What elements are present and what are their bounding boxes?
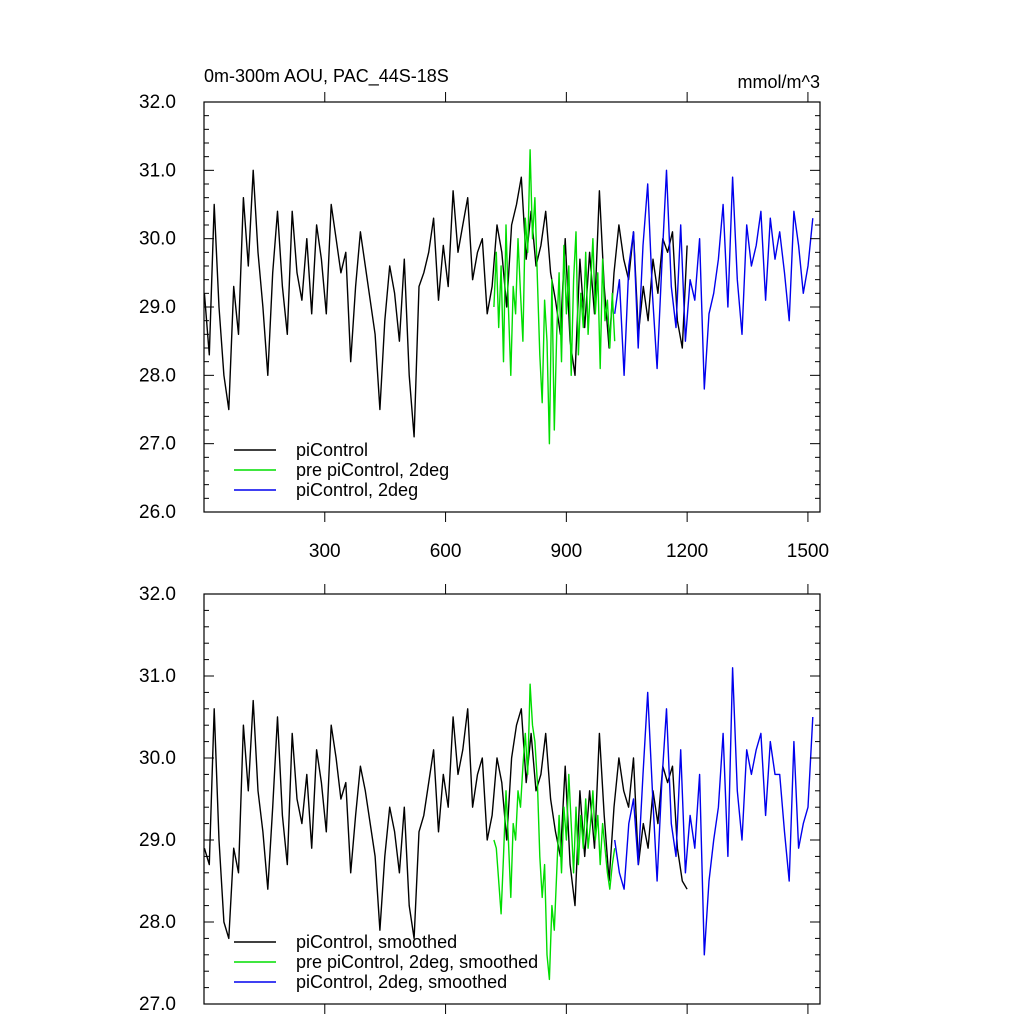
top-legend-label-1: piControl	[296, 440, 368, 460]
bottom-legend-label-1: piControl, smoothed	[296, 932, 457, 952]
top-xtick-label: 1500	[787, 541, 829, 562]
top-ytick-label: 29.0	[139, 297, 176, 318]
bottom-ytick-label: 27.0	[139, 994, 176, 1015]
top-ytick-label: 26.0	[139, 502, 176, 523]
top-xtick-label: 600	[430, 541, 462, 562]
top-series-layer	[203, 149, 814, 445]
top-legend-label-3: piControl, 2deg	[296, 480, 418, 500]
top-ytick-label: 30.0	[139, 229, 176, 250]
top-tick-layer: 26.0 27.0 28.0 29.0 30.0 31.0 32.0 300 600 900 120…	[139, 92, 829, 562]
top-series-line-3	[614, 169, 814, 390]
bottom-tick-layer: 27.0 28.0 29.0 30.0 31.0 32.0	[139, 584, 820, 1015]
top-xtick-label: 900	[551, 541, 583, 562]
bottom-series-line-1	[203, 699, 688, 940]
bottom-ytick-label: 28.0	[139, 912, 176, 933]
bottom-chart-panel: 27.0 28.0 29.0 30.0 31.0 32.0 piControl, smoo…	[139, 584, 821, 1015]
bottom-ytick-label: 31.0	[139, 666, 176, 687]
top-xtick-label: 300	[309, 541, 341, 562]
top-series-line-2	[493, 149, 616, 445]
bottom-legend-label-3: piControl, 2deg, smoothed	[296, 972, 507, 992]
bottom-legend-label-2: pre piControl, 2deg, smoothed	[296, 952, 538, 972]
top-ytick-label: 31.0	[139, 160, 176, 181]
bottom-plot-frame	[203, 593, 821, 1005]
top-ytick-label: 32.0	[139, 92, 176, 113]
bottom-series-line-3	[614, 667, 814, 956]
units-label: mmol/m^3	[738, 72, 820, 92]
top-ytick-label: 27.0	[139, 434, 176, 455]
top-legend-label-2: pre piControl, 2deg	[296, 460, 449, 480]
bottom-ytick-label: 30.0	[139, 748, 176, 769]
bottom-ytick-label: 32.0	[139, 584, 176, 605]
top-chart-panel: 26.0 27.0 28.0 29.0 30.0 31.0 32.0 300 600 900 120…	[139, 92, 829, 562]
top-xtick-label: 1200	[666, 541, 708, 562]
bottom-series-line-2	[493, 683, 616, 981]
bottom-ytick-label: 29.0	[139, 830, 176, 851]
top-series-line-1	[203, 169, 688, 438]
figure-title: 0m-300m AOU, PAC_44S-18S	[204, 66, 449, 87]
top-ytick-label: 28.0	[139, 365, 176, 386]
bottom-series-layer	[203, 667, 814, 981]
